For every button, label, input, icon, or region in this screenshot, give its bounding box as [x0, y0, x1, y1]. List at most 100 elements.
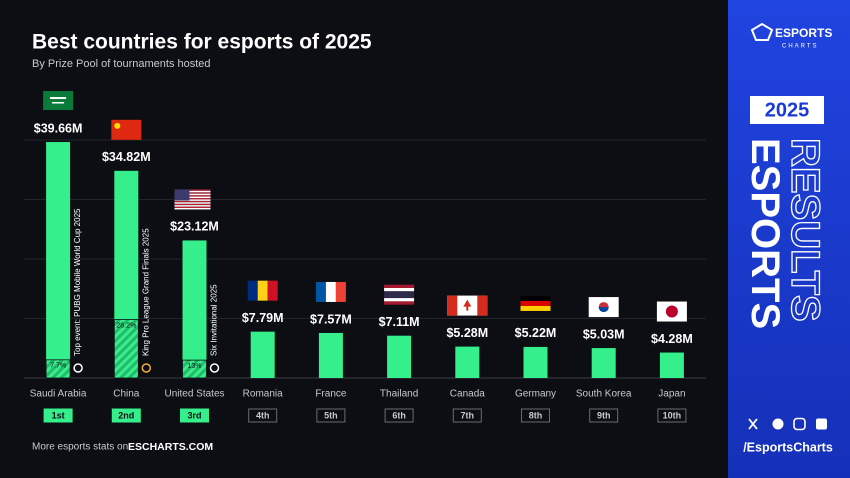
- flag: [598, 307, 609, 313]
- event-icon: [141, 363, 152, 373]
- flag: [447, 295, 458, 316]
- x-tick-label: United States: [164, 389, 224, 400]
- rank-label: 3rd: [187, 410, 201, 420]
- event-icon: [209, 363, 220, 373]
- chart-subtitle: By Prize Pool of tournaments hosted: [32, 58, 211, 70]
- footer-link[interactable]: ESCHARTS.COM: [128, 441, 213, 453]
- top-event-share: [182, 359, 207, 379]
- top-event-share: [45, 359, 71, 379]
- value-label: $4.28M: [651, 332, 693, 346]
- flag: [174, 206, 211, 209]
- flag: [384, 287, 415, 292]
- top-event-share: [113, 319, 139, 379]
- rank-box: [521, 408, 550, 423]
- x-tick-label: China: [113, 389, 140, 400]
- rank-label: 4th: [256, 410, 270, 420]
- flag: [588, 297, 619, 318]
- x-tick-label: South Korea: [576, 389, 632, 400]
- handle[interactable]: /EsportsCharts: [743, 440, 833, 454]
- flag: [315, 281, 326, 302]
- flag: [43, 91, 74, 111]
- year-box: [750, 96, 824, 124]
- rank-label: 9th: [597, 410, 611, 420]
- x-tick-label: Canada: [450, 389, 485, 400]
- flag: [174, 198, 211, 200]
- x-tick-label: Saudi Arabia: [30, 389, 87, 400]
- rank-box: [180, 408, 209, 423]
- rank-label: 8th: [529, 410, 543, 420]
- rank-label: 1st: [52, 410, 65, 420]
- share-label: 28.2%: [116, 322, 136, 329]
- flag: [174, 195, 211, 197]
- rank-label: 7th: [461, 410, 475, 420]
- flag: [174, 193, 211, 196]
- sidebar: ESPORTS CHARTS 2025 ESPORTS RESULTS /Esp…: [728, 0, 850, 478]
- bar: [250, 331, 275, 378]
- flag: [174, 208, 211, 210]
- flag: [520, 305, 551, 311]
- flag: [174, 196, 211, 199]
- flag: [111, 119, 142, 140]
- rank-label: 6th: [392, 410, 406, 420]
- flag: [520, 295, 551, 301]
- flag: [267, 280, 278, 301]
- x-tick-label: France: [315, 389, 347, 400]
- value-label: $7.57M: [310, 312, 352, 326]
- value-label: $5.28M: [446, 326, 488, 340]
- bar: [46, 142, 71, 378]
- flag: [325, 281, 336, 302]
- rank-label: 10th: [663, 410, 682, 420]
- bar: [387, 335, 412, 378]
- flag: [477, 295, 488, 316]
- flag: [174, 189, 211, 191]
- logo-icon: [750, 22, 774, 41]
- flag: [384, 284, 415, 288]
- flag: [384, 298, 415, 302]
- rank-box: [43, 408, 73, 423]
- flag: [174, 192, 211, 194]
- flag: [315, 281, 346, 302]
- flag: [114, 122, 121, 129]
- flag: [247, 280, 258, 301]
- rank-label: 5th: [324, 410, 338, 420]
- event-icon: [73, 363, 83, 373]
- value-label: $7.11M: [379, 315, 420, 329]
- share-label: 13%: [187, 363, 201, 370]
- flag: [174, 205, 211, 207]
- bar: [523, 346, 548, 378]
- share-label: 7.7%: [50, 363, 66, 370]
- flag: [43, 91, 74, 111]
- flag: [665, 305, 678, 318]
- flag: [335, 281, 346, 302]
- flag: [257, 280, 268, 301]
- flag: [174, 189, 190, 201]
- chart-title: Best countries for esports of 2025: [32, 31, 372, 54]
- rank-box: [384, 408, 414, 423]
- value-label: $5.22M: [515, 326, 557, 340]
- bar: [182, 240, 207, 378]
- x-tick-label: Romania: [243, 389, 283, 400]
- value-label: $23.12M: [170, 220, 219, 234]
- value-label: $39.66M: [34, 121, 83, 135]
- flag: [174, 199, 211, 201]
- rank-label: 2nd: [118, 410, 134, 420]
- top-event-name: Six Invitational 2025: [210, 284, 219, 356]
- flag: [174, 189, 211, 210]
- social-icons[interactable]: [748, 417, 827, 431]
- value-label: $7.79M: [242, 311, 284, 325]
- flag: [520, 300, 551, 306]
- sidebar-word2: RESULTS: [783, 138, 827, 322]
- flag: [174, 200, 211, 203]
- flag: [50, 97, 67, 100]
- logo-top: ESPORTS: [775, 26, 832, 40]
- x-tick-label: Germany: [515, 389, 556, 400]
- flag: [384, 301, 415, 305]
- flag: [111, 119, 142, 140]
- rank-box: [316, 408, 346, 423]
- flag: [447, 295, 488, 316]
- top-event-name: Top event: PUBG Mobile World Cup 2025: [73, 208, 82, 356]
- value-label: $5.03M: [583, 327, 625, 341]
- bar: [455, 346, 480, 378]
